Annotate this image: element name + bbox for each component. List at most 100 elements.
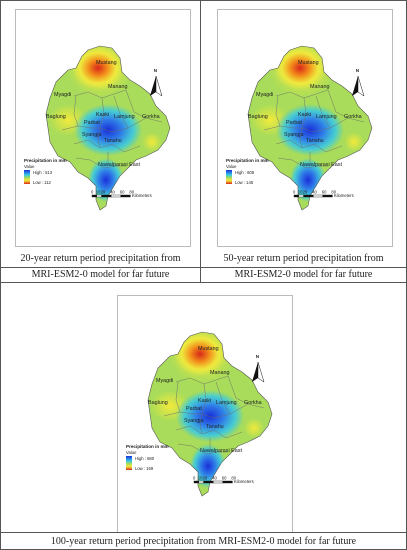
legend-title: Precipitation in mm	[126, 444, 169, 449]
district-label-manang: Manang	[310, 84, 329, 90]
map-frame: Mustang Manang Myagdi Baglung Kaski Parbat Lam…	[117, 295, 293, 533]
scale-tick-label: 0	[293, 190, 296, 195]
district-border	[73, 95, 79, 127]
district-border	[201, 383, 207, 415]
legend-low: Low : 169	[135, 466, 154, 471]
precipitation-surface	[248, 46, 372, 210]
district-label-myagdi: Myagdi	[156, 378, 173, 384]
scale-tick-label: 80	[231, 476, 236, 481]
scale-tick-label: 60	[222, 476, 227, 481]
scale-unit: Kilometers	[334, 193, 354, 198]
scale-tick-label: 60	[322, 190, 327, 195]
district-label-nawalparasi: Nawalparasi East	[98, 162, 140, 168]
scale-bar	[293, 194, 333, 198]
district-border	[125, 89, 147, 119]
district-label-baglung: Baglung	[148, 400, 168, 406]
precipitation-map: Mustang Manang Myagdi Baglung Kaski Parbat Lam…	[24, 45, 171, 211]
district-border	[215, 381, 231, 415]
scale-tick-label: 80	[129, 190, 134, 195]
precipitation-surface	[46, 46, 170, 210]
district-label-myagdi: Myagdi	[54, 92, 71, 98]
north-label: N	[356, 68, 360, 73]
north-arrow-icon	[252, 361, 265, 383]
legend-low: Low : 112	[33, 180, 52, 185]
map-frame: Mustang Manang Myagdi Baglung Kaski Parbat Lam…	[217, 9, 393, 247]
scale-tick-label: 40	[110, 190, 115, 195]
district-label-parbat: Parbat	[84, 120, 100, 126]
district-label-mustang: Mustang	[298, 60, 319, 66]
district-label-myagdi: Myagdi	[256, 92, 273, 98]
legend-title: Precipitation in mm	[24, 158, 67, 163]
district-label-syangja: Syangja	[82, 132, 101, 138]
district-border	[175, 425, 243, 439]
district-border	[199, 413, 203, 435]
caption-divider	[1, 267, 200, 268]
district-label-manang: Manang	[210, 370, 229, 376]
district-border	[275, 139, 343, 153]
district-label-tanahu: Tanahu	[206, 424, 224, 430]
district-label-tanahu: Tanahu	[104, 138, 122, 144]
legend-color-ramp	[126, 456, 132, 470]
district-label-gorkha: Gorkha	[244, 400, 262, 406]
legend-value-label: Value	[126, 450, 137, 455]
district-label-syangja: Syangja	[184, 418, 203, 424]
scale-tick-label: 0	[91, 190, 94, 195]
caption-line-2: MRI-ESM2-0 model for far future	[31, 269, 170, 280]
map-panel-100yr: Mustang Manang Myagdi Baglung Kaski Parbat Lam…	[0, 282, 407, 550]
legend-title: Precipitation in mm	[226, 158, 269, 163]
region-outline	[247, 45, 373, 211]
district-label-gorkha: Gorkha	[344, 114, 362, 120]
scale-unit: Kilometers	[132, 193, 152, 198]
scale-tick-label: 80	[331, 190, 336, 195]
north-arrow-icon	[150, 75, 163, 97]
district-label-mustang: Mustang	[198, 346, 219, 352]
district-border	[275, 95, 281, 127]
district-label-syangja: Syangja	[284, 132, 303, 138]
legend-low: Low : 145	[235, 180, 254, 185]
legend-high: High : 608	[235, 170, 255, 175]
scale-bar	[91, 194, 131, 198]
map-panel-20yr: Mustang Manang Myagdi Baglung Kaski Parbat Lam…	[0, 0, 201, 283]
district-label-kaski: Kaski	[298, 112, 311, 118]
north-label: N	[154, 68, 158, 73]
caption-line-1: 20-year return period precipitation from	[20, 253, 181, 264]
district-label-mustang: Mustang	[96, 60, 117, 66]
precipitation-map: Mustang Manang Myagdi Baglung Kaski Parbat Lam…	[126, 331, 273, 497]
district-label-nawalparasi: Nawalparasi East	[300, 162, 342, 168]
legend-color-ramp	[226, 170, 232, 184]
district-border	[177, 443, 228, 455]
north-label: N	[256, 354, 260, 359]
region-outline	[45, 45, 171, 211]
caption-line-2: MRI-ESM2-0 model for far future	[234, 269, 373, 280]
scale-tick-label: 10	[298, 190, 303, 195]
district-label-lamjung: Lamjung	[114, 114, 135, 120]
district-border	[263, 117, 365, 133]
precipitation-surface	[148, 332, 272, 496]
district-label-nawalparasi: Nawalparasi East	[200, 448, 242, 454]
district-label-kaski: Kaski	[96, 112, 109, 118]
district-label-kaski: Kaski	[198, 398, 211, 404]
district-label-parbat: Parbat	[186, 406, 202, 412]
district-label-lamjung: Lamjung	[316, 114, 337, 120]
district-border	[315, 95, 331, 129]
district-label-tanahu: Tanahu	[306, 138, 324, 144]
district-border	[61, 117, 163, 133]
scale-tick-label: 60	[120, 190, 125, 195]
district-label-lamjung: Lamjung	[216, 400, 237, 406]
precipitation-map: Mustang Manang Myagdi Baglung Kaski Parbat Lam…	[226, 45, 373, 211]
scale-tick-label: 40	[212, 476, 217, 481]
scale-tick-label: 10	[96, 190, 101, 195]
scale-tick-label: 20	[101, 190, 106, 195]
district-border	[327, 89, 349, 119]
district-border	[299, 127, 303, 149]
map-panel-50yr: Mustang Manang Myagdi Baglung Kaski Parbat Lam…	[200, 0, 407, 283]
district-border	[113, 95, 129, 129]
district-border	[99, 97, 105, 129]
region-outline	[147, 331, 273, 497]
scale-tick-label: 20	[203, 476, 208, 481]
scale-bar	[193, 480, 233, 484]
caption-line-1: 100-year return period precipitation fro…	[50, 536, 357, 547]
district-label-manang: Manang	[108, 84, 127, 90]
district-border	[163, 403, 265, 419]
scale-tick-label: 20	[303, 190, 308, 195]
